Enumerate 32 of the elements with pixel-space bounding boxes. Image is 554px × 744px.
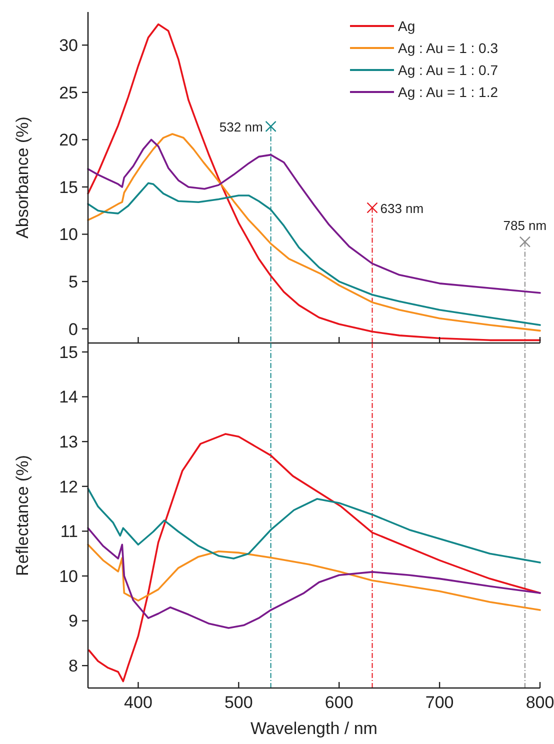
- legend-label: Ag: [398, 18, 416, 34]
- annotation: 785 nm: [503, 218, 547, 233]
- y-tick-label: 0: [68, 320, 78, 339]
- x-tick-label: 800: [526, 693, 554, 712]
- x-tick-label: 500: [224, 693, 253, 712]
- y-tick-label: 15: [59, 342, 78, 362]
- y-axis-title: Absorbance (%): [13, 116, 32, 238]
- y-tick-label: 14: [59, 388, 78, 407]
- y-tick-label: 30: [59, 36, 78, 56]
- x-tick-label: 600: [324, 693, 354, 712]
- legend-label: Ag : Au = 1 : 0.7: [398, 62, 498, 78]
- y-tick-label: 10: [59, 225, 78, 244]
- y-axis-title: Reflectance (%): [13, 455, 32, 576]
- x-axis-title: Wavelength / nm: [250, 719, 378, 738]
- y-tick-label: 10: [59, 566, 78, 586]
- line-series: [87, 544, 541, 611]
- y-tick-label: 13: [59, 432, 78, 452]
- annotation: 633 nm: [380, 200, 424, 216]
- line-series: [87, 527, 541, 629]
- y-tick-label: 12: [59, 477, 78, 496]
- legend-label: Ag : Au = 1 : 0.3: [398, 40, 498, 56]
- legend-label: Ag : Au = 1 : 1.2: [398, 84, 498, 100]
- annotation: 532 nm: [219, 119, 263, 134]
- y-tick-label: 8: [68, 656, 78, 676]
- y-tick-label: 9: [68, 612, 78, 631]
- y-tick-label: 11: [60, 522, 78, 542]
- x-tick-label: 400: [124, 693, 152, 712]
- y-tick-label: 5: [68, 272, 78, 292]
- y-tick-label: 15: [59, 178, 78, 197]
- x-tick-label: 700: [425, 693, 454, 712]
- y-tick-label: 25: [59, 83, 78, 102]
- y-tick-label: 20: [59, 130, 78, 150]
